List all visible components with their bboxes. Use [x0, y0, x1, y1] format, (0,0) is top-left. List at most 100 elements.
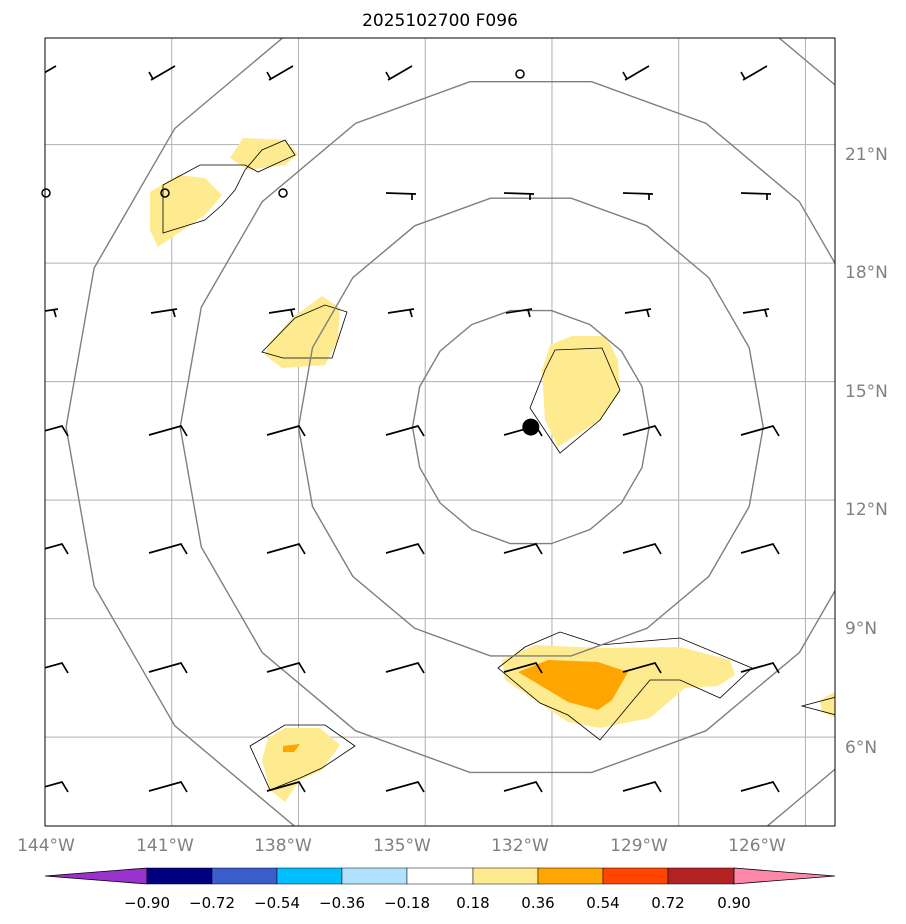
lat-tick-label: 18°N: [845, 263, 888, 283]
colorbar-tick-label: 0.36: [521, 894, 554, 912]
lon-tick-labels: 144°W 141°W 138°W 135°W 132°W 129°W 126°…: [17, 836, 786, 856]
wind-barb: [387, 308, 415, 318]
contour-southeast: [497, 631, 753, 741]
wind-barb: [45, 662, 69, 674]
wind-barb: [385, 425, 425, 437]
colorbar-tick-label: −0.18: [384, 894, 430, 912]
lat-tick-label: 21°N: [845, 145, 888, 165]
colorbar-cell: [146, 867, 213, 885]
contour-central-west: [261, 304, 348, 359]
wind-barb: [385, 543, 425, 555]
wind-barb: [385, 192, 417, 200]
wind-barb: [45, 781, 69, 793]
wind-barb: [624, 308, 652, 318]
colorbar-cell: [602, 867, 669, 885]
wind-barb: [45, 425, 69, 437]
colorbar-cell: [472, 867, 539, 885]
wind-barb: [503, 192, 535, 200]
range-ring: [297, 197, 764, 657]
anomaly-fill-regions: [150, 138, 835, 802]
lat-tick-label: 12°N: [845, 500, 888, 520]
contour-east-edge: [800, 696, 835, 716]
calm-wind-circle: [41, 188, 51, 198]
wind-barb: [622, 662, 662, 674]
map-frame: [44, 37, 836, 827]
wind-barb: [622, 65, 650, 81]
lon-tick-label: 144°W: [17, 836, 75, 856]
colorbar-cell: [537, 867, 604, 885]
colorbar-cells: [146, 867, 735, 885]
lat-tick-label: 9°N: [845, 619, 877, 639]
colorbar-cell: [341, 867, 408, 885]
colorbar-tick-label: −0.72: [189, 894, 235, 912]
calm-wind-circle: [160, 188, 170, 198]
lat-tick-label: 6°N: [845, 738, 877, 758]
wind-barb: [622, 781, 662, 793]
calm-wind-markers: [41, 69, 525, 198]
fill-region-southeast-inner: [518, 660, 628, 710]
wind-barb: [622, 192, 654, 200]
wind-barb: [742, 308, 770, 318]
graticule: [45, 38, 835, 826]
colorbar-low-extension: [44, 867, 148, 885]
map-title: 2025102700 F096: [362, 11, 518, 31]
wind-barb: [45, 543, 69, 555]
calm-wind-circle: [278, 188, 288, 198]
colorbar-tick-label: 0.54: [586, 894, 619, 912]
colorbar-cell: [276, 867, 343, 885]
storm-center-marker: [522, 418, 540, 436]
wind-barb: [266, 65, 294, 81]
colorbar: −0.90 −0.72 −0.54 −0.36 −0.18 0.18 0.36 …: [44, 867, 836, 912]
wind-barb: [150, 308, 178, 318]
wind-barb: [148, 543, 188, 555]
fill-region-south: [262, 728, 340, 802]
wind-barb: [266, 425, 306, 437]
wind-barb: [622, 425, 662, 437]
wind-barbs: [45, 65, 780, 793]
colorbar-tick-label: 0.18: [456, 894, 489, 912]
wind-barb: [505, 308, 533, 318]
wind-barb: [740, 662, 780, 674]
contour-central-east: [529, 347, 621, 454]
colorbar-tick-label: 0.72: [651, 894, 684, 912]
wind-barb: [148, 65, 176, 81]
colorbar-cell: [667, 867, 735, 885]
colorbar-tick-label: 0.90: [717, 894, 750, 912]
wind-barb: [385, 781, 425, 793]
fill-region-nw-lower: [150, 175, 222, 247]
wind-barb: [740, 543, 780, 555]
colorbar-cell: [211, 867, 278, 885]
wind-barb: [385, 662, 425, 674]
wind-barb: [148, 425, 188, 437]
wind-barb: [266, 781, 306, 793]
map-background: [45, 38, 835, 826]
colorbar-cell: [406, 867, 474, 885]
wind-barb: [266, 662, 306, 674]
fill-region-south-inner: [283, 744, 300, 752]
wind-barb: [622, 543, 662, 555]
fill-region-nw-upper: [230, 138, 298, 170]
contour-nw: [162, 139, 296, 234]
wind-barb: [45, 65, 57, 74]
wind-barb: [503, 781, 543, 793]
wind-barb: [740, 192, 772, 200]
contour-outlines: [162, 139, 835, 791]
colorbar-tick-labels: −0.90 −0.72 −0.54 −0.36 −0.18 0.18 0.36 …: [124, 894, 751, 912]
wind-barb: [45, 308, 59, 318]
lon-tick-label: 135°W: [373, 836, 431, 856]
lon-tick-label: 126°W: [728, 836, 786, 856]
wind-barb: [148, 781, 188, 793]
calm-wind-circle: [515, 69, 525, 79]
wind-barb: [740, 65, 768, 81]
colorbar-tick-label: −0.36: [319, 894, 365, 912]
wind-barb: [740, 425, 780, 437]
lon-tick-label: 141°W: [136, 836, 194, 856]
lat-tick-label: 15°N: [845, 382, 888, 402]
wind-barb: [740, 781, 780, 793]
wind-barb: [148, 662, 188, 674]
colorbar-tick-label: −0.54: [254, 894, 300, 912]
wind-barb: [503, 543, 543, 555]
colorbar-tick-label: −0.90: [124, 894, 170, 912]
wind-barb: [266, 543, 306, 555]
